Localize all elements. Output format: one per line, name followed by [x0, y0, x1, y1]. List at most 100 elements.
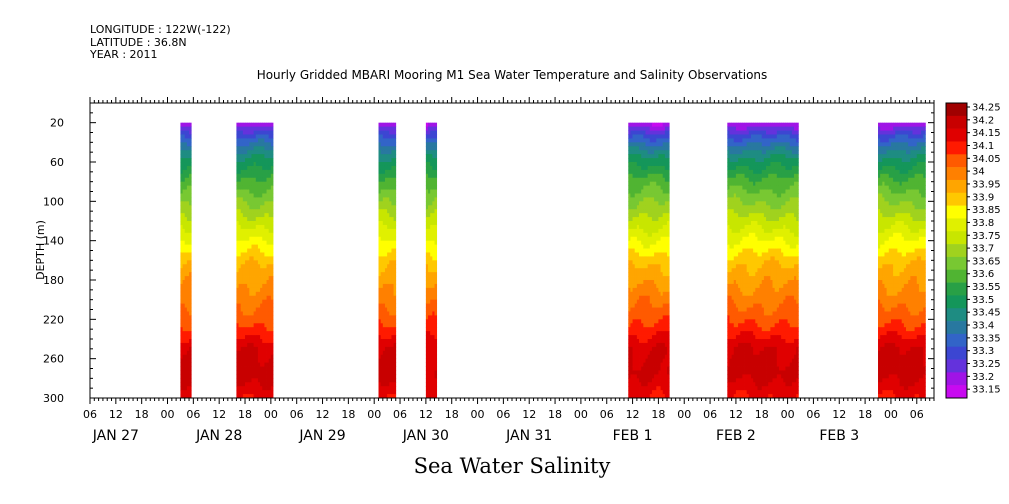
data-cell — [641, 209, 644, 214]
data-cell — [260, 374, 263, 379]
data-cell — [378, 307, 382, 312]
data-cell — [251, 358, 255, 363]
data-cell — [628, 189, 631, 194]
data-cell — [180, 311, 183, 316]
data-cell — [750, 181, 754, 186]
data-cell — [245, 323, 248, 328]
data-cell — [389, 158, 392, 163]
data-cell — [761, 240, 765, 245]
data-cell — [630, 217, 633, 222]
data-cell — [432, 232, 435, 238]
data-cell — [428, 150, 431, 155]
data-cell — [729, 181, 733, 186]
data-cell — [236, 299, 239, 304]
data-cell — [387, 142, 390, 147]
data-cell — [378, 335, 382, 340]
data-cell — [249, 224, 252, 230]
data-cell — [746, 394, 750, 399]
data-cell — [257, 240, 261, 245]
data-cell — [236, 205, 239, 210]
data-cell — [380, 366, 384, 371]
data-cell — [667, 299, 670, 304]
data-cell — [647, 370, 651, 375]
data-cell — [733, 177, 737, 183]
data-cell — [434, 248, 438, 253]
data-cell — [742, 173, 745, 179]
data-cell — [378, 205, 382, 210]
data-cell — [628, 303, 631, 308]
data-cell — [753, 122, 756, 127]
data-cell — [748, 374, 752, 379]
data-cell — [384, 299, 388, 304]
data-cell — [264, 319, 267, 324]
data-cell — [389, 299, 392, 304]
data-cell — [428, 268, 431, 273]
data-cell — [649, 189, 653, 194]
data-cell — [654, 342, 657, 348]
data-cell — [746, 295, 750, 301]
data-cell — [236, 252, 239, 257]
data-cell — [389, 256, 392, 261]
data-cell — [189, 346, 192, 352]
data-cell — [182, 346, 186, 352]
data-cell — [660, 256, 664, 261]
data-cell — [387, 130, 390, 135]
data-cell — [643, 370, 646, 375]
data-cell — [757, 240, 760, 245]
data-cell — [742, 323, 745, 328]
data-cell — [761, 386, 765, 391]
data-cell — [761, 280, 765, 285]
data-cell — [651, 122, 655, 127]
data-cell — [755, 260, 758, 265]
data-cell — [430, 173, 433, 179]
data-cell — [393, 272, 397, 277]
data-cell — [382, 130, 386, 135]
data-cell — [184, 150, 188, 155]
data-cell — [434, 232, 438, 238]
data-cell — [434, 236, 438, 242]
data-cell — [727, 134, 730, 139]
data-cell — [729, 268, 733, 273]
data-cell — [242, 342, 246, 348]
data-cell — [391, 378, 394, 383]
data-cell — [645, 169, 649, 175]
data-cell — [740, 354, 743, 360]
data-cell — [387, 272, 390, 277]
data-cell — [660, 350, 664, 356]
data-cell — [255, 291, 259, 297]
data-cell — [260, 193, 263, 198]
data-cell — [748, 366, 752, 371]
data-cell — [729, 390, 733, 395]
data-cell — [387, 339, 390, 344]
data-cell — [727, 299, 730, 304]
data-cell — [664, 394, 668, 399]
data-cell — [733, 295, 737, 301]
data-cell — [729, 327, 733, 332]
data-cell — [641, 173, 644, 179]
data-cell — [389, 276, 392, 281]
data-cell — [251, 319, 255, 324]
data-cell — [643, 173, 646, 179]
data-cell — [242, 287, 246, 293]
data-cell — [630, 189, 633, 194]
data-cell — [257, 390, 261, 395]
data-cell — [649, 232, 653, 238]
data-cell — [242, 150, 246, 155]
data-cell — [641, 287, 644, 293]
data-cell — [180, 358, 183, 363]
data-cell — [662, 374, 666, 379]
data-cell — [249, 331, 252, 336]
data-cell — [266, 307, 270, 312]
data-cell — [260, 224, 263, 230]
data-cell — [757, 307, 760, 312]
data-cell — [380, 142, 384, 147]
data-cell — [253, 303, 257, 308]
data-cell — [184, 193, 188, 198]
data-cell — [182, 366, 186, 371]
data-cell — [742, 283, 745, 289]
data-cell — [731, 342, 735, 348]
data-cell — [240, 236, 244, 242]
data-cell — [757, 205, 760, 210]
data-cell — [750, 350, 754, 356]
